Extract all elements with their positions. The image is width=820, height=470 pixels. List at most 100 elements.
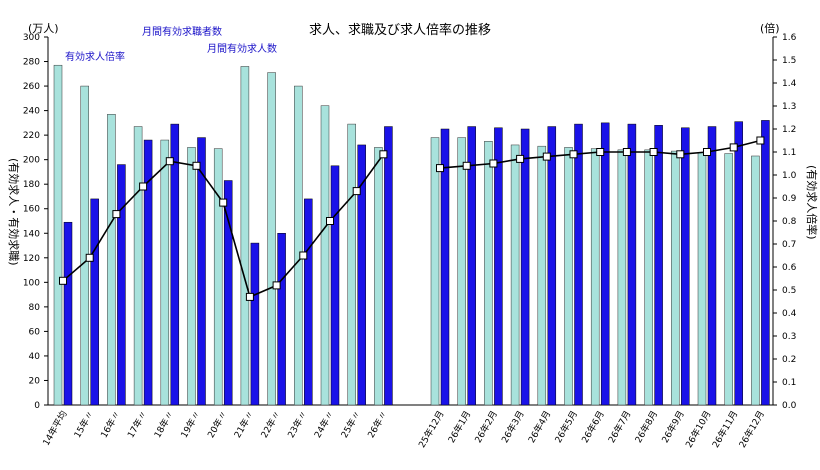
bars bbox=[53, 64, 770, 406]
bar-job-offers bbox=[277, 233, 286, 406]
x-tick-label: 18年〃 bbox=[151, 409, 176, 441]
bar-job-seekers bbox=[320, 105, 330, 406]
x-tick-label: 25年12月 bbox=[416, 409, 447, 450]
ratio-point bbox=[756, 136, 765, 145]
bar-job-offers bbox=[117, 164, 126, 406]
annotation-ratio: 有効求人倍率 bbox=[65, 50, 125, 63]
ratio-point bbox=[326, 217, 334, 225]
y-left-tick-label: 180 bbox=[23, 180, 40, 190]
bar-job-offers bbox=[600, 122, 610, 406]
ratio-point bbox=[272, 281, 281, 290]
ratio-point bbox=[596, 148, 605, 156]
bar-job-offers bbox=[170, 123, 180, 406]
x-tick-label: 26年11月 bbox=[709, 409, 740, 450]
bar-job-offers bbox=[197, 137, 206, 406]
y-left-tick-label: 240 bbox=[23, 107, 40, 117]
y-left-tick-label: 260 bbox=[23, 82, 40, 92]
bar-job-offers bbox=[143, 139, 153, 406]
y-right-label: (有効求人倍率) bbox=[805, 165, 819, 240]
x-tick-label: 26年1月 bbox=[445, 409, 473, 445]
y-left-tick-label: 300 bbox=[23, 33, 40, 43]
ratio-point bbox=[729, 143, 738, 152]
bar-job-seekers bbox=[240, 66, 250, 406]
bar-job-seekers bbox=[537, 145, 547, 406]
x-tick-label: 24年〃 bbox=[311, 409, 336, 441]
y-right-tick-label: 0.1 bbox=[782, 378, 796, 388]
y-right-tick-label: 0.8 bbox=[782, 217, 797, 227]
y-right-tick-label: 0.6 bbox=[782, 263, 797, 273]
bar-job-offers bbox=[250, 242, 260, 406]
x-tick-label: 16年〃 bbox=[98, 409, 123, 441]
bar-job-offers bbox=[574, 123, 583, 406]
y-right-tick-label: 0.3 bbox=[782, 332, 796, 342]
bar-job-seekers bbox=[213, 148, 223, 406]
y-left-tick-label: 200 bbox=[23, 156, 40, 166]
ratio-point bbox=[139, 182, 148, 191]
y-right-tick-label: 1.5 bbox=[782, 56, 796, 66]
bar-job-seekers bbox=[644, 149, 653, 406]
x-tick-label: 26年6月 bbox=[579, 409, 607, 445]
bar-job-offers bbox=[223, 180, 233, 406]
bar-job-seekers bbox=[80, 85, 89, 406]
bar-job-offers bbox=[761, 120, 770, 406]
bar-job-seekers bbox=[697, 152, 707, 406]
bar-job-seekers bbox=[457, 137, 466, 406]
x-tick-labels: 14年平均 15年〃 16年〃 17年〃 18年〃 19年〃 20年〃 21年〃 22年〃 23年… bbox=[40, 409, 767, 450]
annotation-job-offers: 月間有効求人数 bbox=[207, 42, 277, 55]
bar-job-seekers bbox=[53, 64, 63, 406]
ratio-point bbox=[703, 148, 711, 156]
y-right-unit: (倍) bbox=[760, 21, 780, 35]
bar-job-seekers bbox=[724, 153, 733, 406]
bar-job-seekers bbox=[617, 149, 627, 406]
ratio-point bbox=[112, 210, 121, 219]
y-right-tick-label: 1.4 bbox=[782, 79, 797, 89]
y-left-tick-label: 40 bbox=[29, 352, 41, 362]
bar-job-seekers bbox=[107, 114, 116, 406]
bar-job-offers bbox=[330, 165, 340, 406]
bar-job-seekers bbox=[374, 147, 383, 406]
y-right-tick-label: 1.3 bbox=[782, 102, 796, 112]
ratio-point bbox=[462, 161, 471, 170]
y-right-tick-label: 0.5 bbox=[782, 286, 796, 296]
bar-job-offers bbox=[90, 198, 99, 406]
bar-job-offers bbox=[494, 127, 503, 406]
x-tick-label: 26年4月 bbox=[525, 409, 553, 445]
bar-job-seekers bbox=[133, 126, 143, 406]
x-tick-label: 26年7月 bbox=[606, 409, 634, 445]
bar-job-offers bbox=[654, 125, 663, 406]
y-right-tick-label: 1.2 bbox=[782, 125, 796, 135]
bar-job-offers bbox=[384, 126, 393, 406]
y-right-tick-label: 1.1 bbox=[782, 148, 796, 158]
ratio-point bbox=[379, 150, 388, 159]
y-right-tick-label: 0.9 bbox=[782, 194, 797, 204]
bar-job-offers bbox=[734, 121, 743, 406]
ratio-point bbox=[165, 157, 174, 166]
bar-job-seekers bbox=[484, 141, 493, 406]
y-right-tick-label: 1.0 bbox=[782, 171, 797, 181]
bar-job-offers bbox=[547, 126, 557, 406]
bar-job-seekers bbox=[590, 148, 600, 406]
y-left-tick-label: 80 bbox=[29, 303, 41, 313]
x-tick-label: 26年9月 bbox=[659, 409, 687, 445]
ratio-point bbox=[542, 152, 551, 161]
ratio-point bbox=[192, 161, 201, 170]
ratio-line bbox=[59, 136, 765, 301]
x-tick-label: 20年〃 bbox=[205, 409, 230, 441]
x-tick-label: 15年〃 bbox=[71, 409, 96, 441]
ratio-point bbox=[59, 276, 67, 285]
x-tick-label: 26年5月 bbox=[552, 409, 580, 445]
bar-job-seekers bbox=[187, 147, 196, 406]
bar-job-seekers bbox=[267, 72, 276, 406]
ratio-point bbox=[85, 253, 94, 262]
bar-job-offers bbox=[627, 123, 637, 406]
y-left-tick-label: 140 bbox=[23, 229, 40, 239]
ratio-point bbox=[352, 187, 361, 196]
x-tick-label: 14年平均 bbox=[40, 409, 70, 448]
chart-title: 求人、求職及び求人倍率の推移 bbox=[309, 22, 491, 38]
y-left-tick-label: 60 bbox=[29, 327, 41, 337]
ratio-point bbox=[489, 159, 498, 168]
ratio-point bbox=[299, 251, 308, 260]
x-tick-label: 26年8月 bbox=[632, 409, 660, 445]
ratio-point bbox=[622, 148, 631, 156]
